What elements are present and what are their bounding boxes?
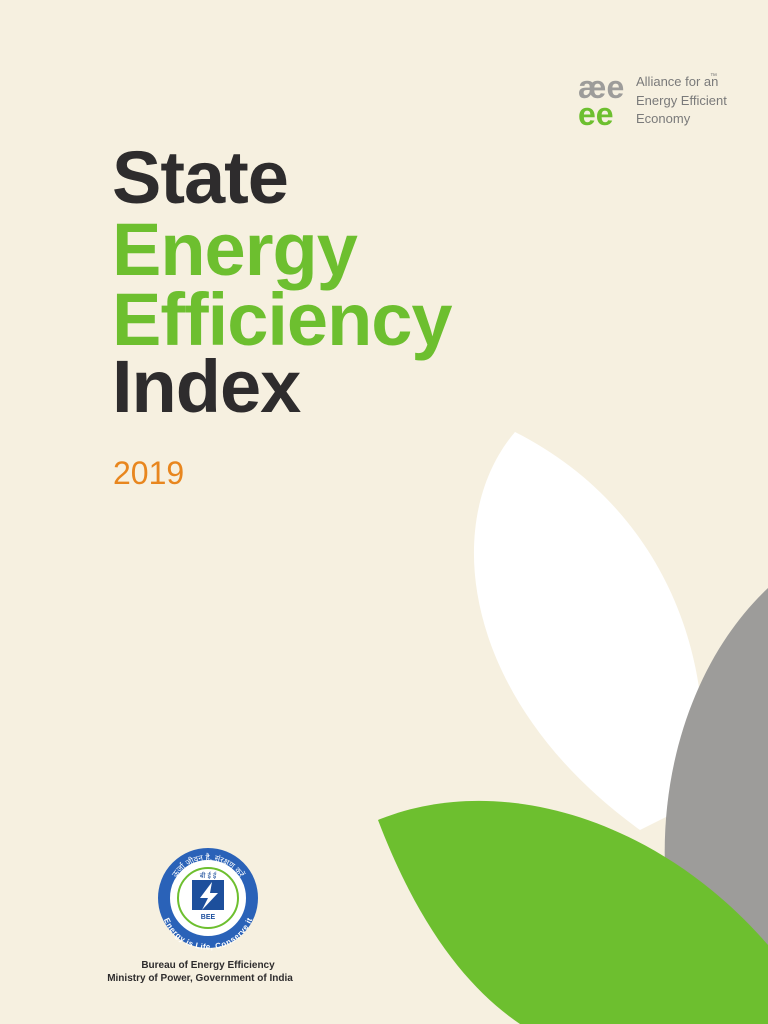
logo-trademark: ™ [710, 73, 717, 80]
logo-line: Alliance for an [636, 74, 718, 89]
title-line: Energy [112, 208, 358, 291]
bee-inner-top: बी ई ई [200, 871, 218, 880]
logo-line: Economy [636, 111, 691, 126]
title-line: Efficiency [112, 278, 452, 361]
bee-inner-bottom: BEE [201, 914, 216, 921]
logo-mark-bottom: ee [578, 96, 614, 132]
logo-line: Energy Efficient [636, 93, 727, 108]
bee-bolt [200, 882, 218, 910]
white-leaf [473, 432, 704, 830]
bee-band [158, 848, 258, 948]
title-line: Index [112, 345, 301, 428]
footer-line: Ministry of Power, Government of India [107, 973, 293, 984]
green-leaf [378, 800, 768, 1024]
title-line: State [112, 136, 288, 219]
footer-line: Bureau of Energy Efficiency [141, 960, 275, 971]
year: 2019 [113, 455, 184, 491]
logo-mark-top: æe [578, 69, 624, 105]
